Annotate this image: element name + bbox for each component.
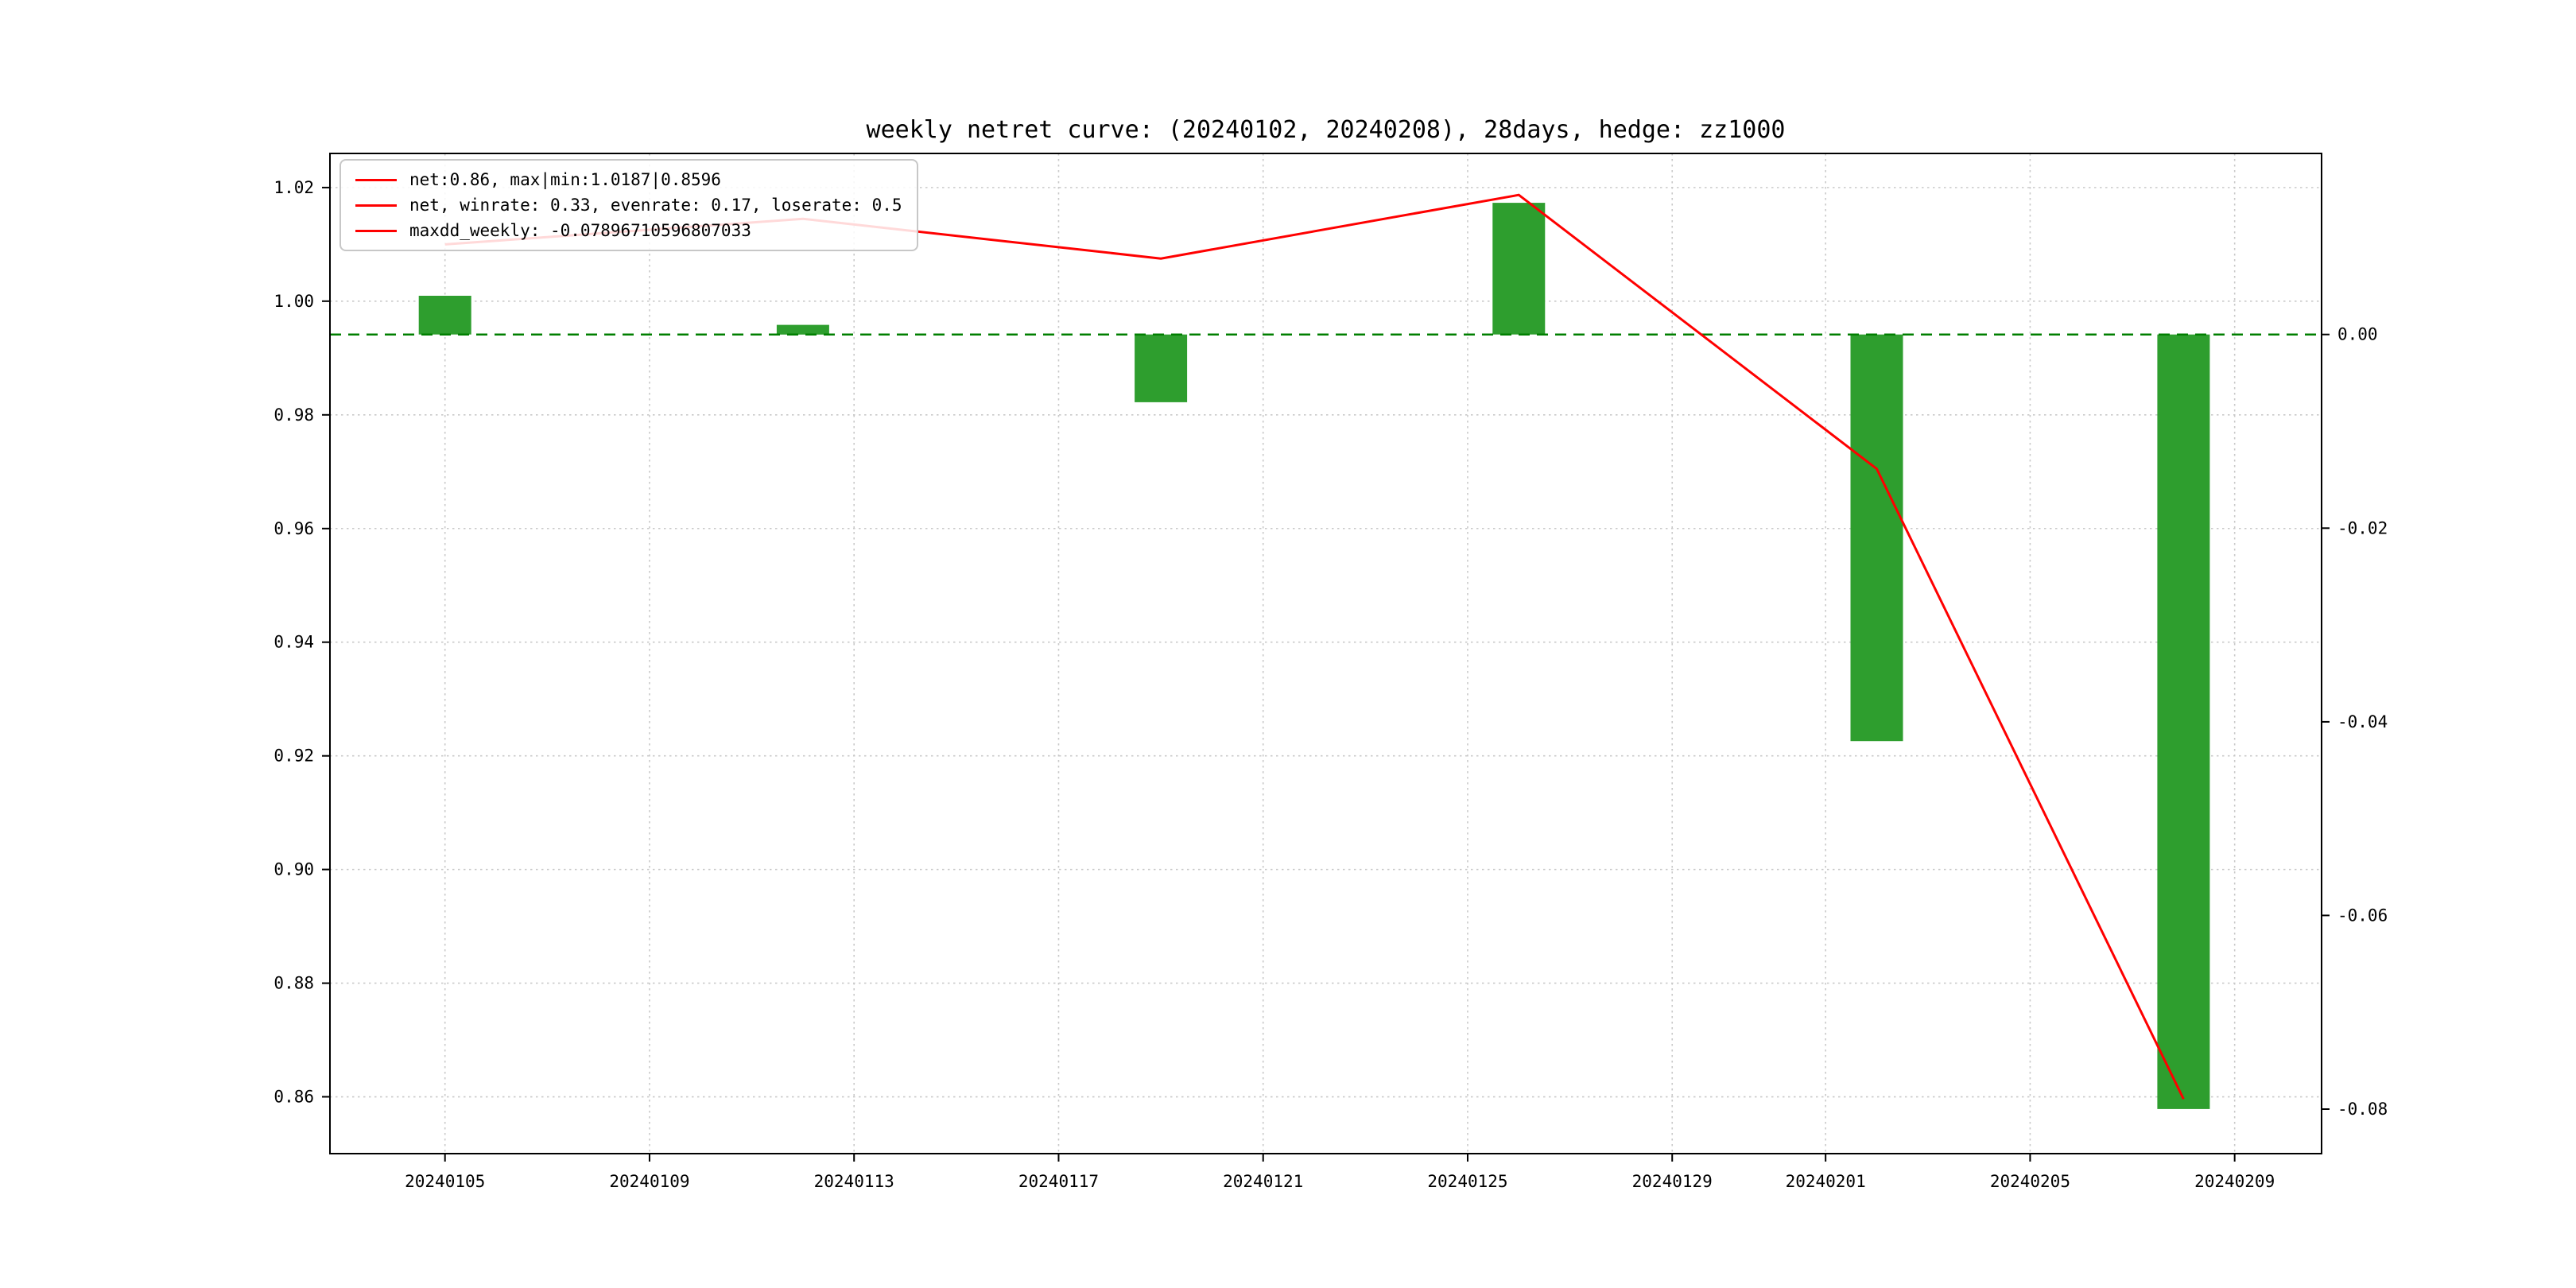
y-left-tick-label: 0.98 bbox=[274, 405, 314, 425]
y-right-tick-label: -0.04 bbox=[2337, 712, 2388, 731]
net-curve-line bbox=[444, 193, 2185, 1100]
legend-entry: maxdd_weekly: -0.07896710596807033 bbox=[355, 221, 902, 240]
y-left-tick-label: 1.02 bbox=[274, 178, 314, 197]
legend-line-marker bbox=[355, 178, 397, 181]
weekly-return-bar bbox=[1492, 203, 1546, 335]
y-left-tick-label: 0.86 bbox=[274, 1088, 314, 1107]
y-left-tick-label: 0.88 bbox=[274, 974, 314, 993]
legend-label-winrate: net, winrate: 0.33, evenrate: 0.17, lose… bbox=[409, 196, 902, 215]
legend-line-marker bbox=[355, 204, 397, 207]
y-left-tick-label: 0.90 bbox=[274, 860, 314, 879]
legend-label-maxdd: maxdd_weekly: -0.07896710596807033 bbox=[409, 221, 751, 240]
weekly-return-bar bbox=[418, 296, 471, 335]
x-tick-label: 20240201 bbox=[1786, 1172, 1866, 1191]
x-tick-label: 20240121 bbox=[1223, 1172, 1303, 1191]
legend-entry: net, winrate: 0.33, evenrate: 0.17, lose… bbox=[355, 196, 902, 215]
y-left-tick-label: 0.96 bbox=[274, 519, 314, 538]
y-left-tick-label: 0.94 bbox=[274, 633, 314, 652]
y-left-tick-label: 0.92 bbox=[274, 747, 314, 766]
axes-frame bbox=[329, 153, 2322, 1154]
weekly-return-bar bbox=[776, 324, 829, 335]
legend: net:0.86, max|min:1.0187|0.8596 net, win… bbox=[339, 159, 918, 251]
weekly-return-bar bbox=[1850, 334, 1903, 742]
legend-entry: net:0.86, max|min:1.0187|0.8596 bbox=[355, 170, 902, 189]
x-tick-label: 20240205 bbox=[1990, 1172, 2070, 1191]
x-tick-label: 20240117 bbox=[1018, 1172, 1099, 1191]
y-right-tick-label: -0.08 bbox=[2337, 1100, 2388, 1119]
x-tick-label: 20240209 bbox=[2194, 1172, 2275, 1191]
y-right-tick-label: -0.02 bbox=[2337, 518, 2388, 537]
x-tick-label: 20240129 bbox=[1632, 1172, 1713, 1191]
y-right-tick-label: -0.06 bbox=[2337, 906, 2388, 925]
x-tick-label: 20240109 bbox=[609, 1172, 689, 1191]
weekly-return-bar bbox=[2157, 334, 2210, 1109]
y-right-tick-label: 0.00 bbox=[2337, 325, 2378, 344]
x-tick-label: 20240125 bbox=[1427, 1172, 1507, 1191]
chart-title: weekly netret curve: (20240102, 20240208… bbox=[866, 116, 1786, 144]
x-tick-label: 20240113 bbox=[814, 1172, 894, 1191]
x-tick-label: 20240105 bbox=[405, 1172, 485, 1191]
legend-line-marker bbox=[355, 229, 397, 232]
legend-label-net-maxmin: net:0.86, max|min:1.0187|0.8596 bbox=[409, 170, 721, 189]
y-left-tick-label: 1.00 bbox=[274, 292, 314, 311]
weekly-return-bar bbox=[1135, 334, 1188, 402]
